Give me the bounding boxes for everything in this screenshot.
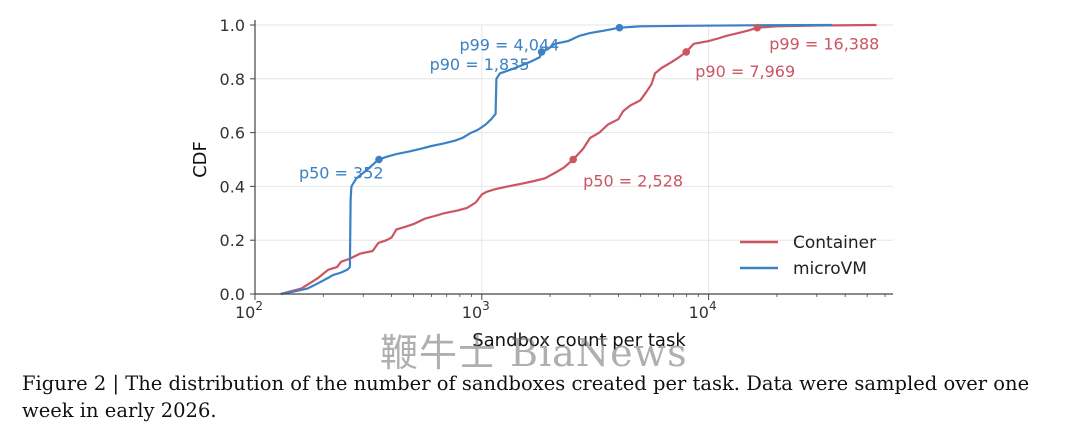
container-percentile-label: p90 = 7,969 xyxy=(695,62,795,81)
y-tick-label: 0.4 xyxy=(220,177,245,196)
x-tick-label: 102 xyxy=(235,299,263,322)
x-tick-label: 104 xyxy=(689,299,717,322)
container-percentile-marker xyxy=(569,155,577,164)
microvm-percentile-marker xyxy=(375,155,383,164)
legend-label-container: Container xyxy=(793,233,876,253)
microvm-percentile-marker xyxy=(615,23,624,32)
container-percentile-label: p50 = 2,528 xyxy=(583,172,683,191)
series-layer xyxy=(280,23,877,296)
x-tick-label: 103 xyxy=(462,299,490,322)
x-axis-label: Sandbox count per task xyxy=(472,330,686,351)
y-tick-label: 0.8 xyxy=(220,70,245,89)
microvm-percentile-label: p99 = 4,044 xyxy=(459,36,559,55)
container-cdf-line xyxy=(280,23,877,296)
y-tick-label: 0.2 xyxy=(220,231,245,250)
y-axis-label: CDF xyxy=(190,141,211,178)
microvm-cdf-line xyxy=(280,23,833,296)
microvm-percentile-marker xyxy=(537,48,546,56)
microvm-percentile-label: p90 = 1,835 xyxy=(430,55,530,74)
y-tick-label: 0.6 xyxy=(220,124,245,143)
watermark: 鞭牛士 BiaNews xyxy=(380,331,688,375)
y-tick-label: 1.0 xyxy=(220,16,245,35)
legend: Container microVM xyxy=(740,233,876,279)
y-tick-label: 0.0 xyxy=(220,285,245,304)
container-percentile-label: p99 = 16,388 xyxy=(769,35,879,54)
container-percentile-marker xyxy=(753,23,762,32)
figure-caption: Figure 2 | The distribution of the numbe… xyxy=(22,372,1030,422)
microvm-percentile-label: p50 = 352 xyxy=(299,164,384,183)
container-percentile-marker xyxy=(682,48,691,56)
legend-label-microvm: microVM xyxy=(793,259,867,279)
